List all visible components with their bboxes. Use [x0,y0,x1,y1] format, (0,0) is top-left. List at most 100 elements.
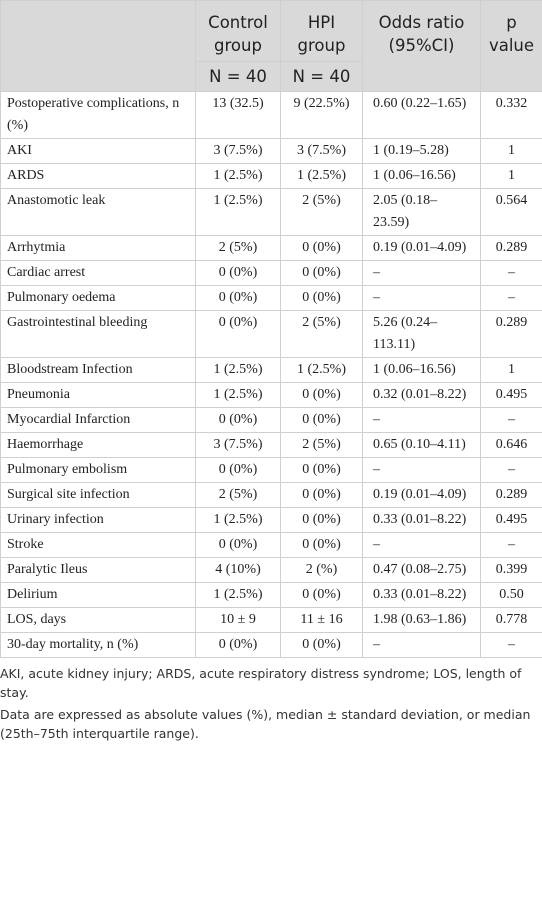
cell: 0.33 (0.01–8.22) [362,582,481,608]
cell: 0 (0%) [195,260,281,286]
table-row: Haemorrhage 3 (7.5%) 2 (5%) 0.65 (0.10–4.11… [0,432,542,458]
table-row: Surgical site infection 2 (5%) 0 (0%) 0.19 … [0,482,542,508]
cell: – [362,260,481,286]
cell: 3 (7.5%) [195,432,281,458]
cell: 11 ± 16 [280,607,363,633]
table-row: Urinary infection 1 (2.5%) 0 (0%) 0.33 (0.0… [0,507,542,533]
cell: 4 (10%) [195,557,281,583]
table-row: 30-day mortality, n (%) 0 (0%) 0 (0%) – – [0,632,542,658]
cell: 2 (5%) [280,310,363,358]
header-cell [0,0,196,92]
cell: – [362,457,481,483]
cell: 0.332 [480,91,542,139]
cell: 1 (2.5%) [280,357,363,383]
cell: 2.05 (0.18–23.59) [362,188,481,236]
cell: 0.50 [480,582,542,608]
row-label: 30-day mortality, n (%) [0,632,196,658]
row-label: Pulmonary oedema [0,285,196,311]
cell: 0.289 [480,482,542,508]
row-label: Myocardial Infarction [0,407,196,433]
table-header: Control group HPI group Odds ratio (95%C… [0,0,542,92]
cell: 0 (0%) [280,507,363,533]
data-table: Control group HPI group Odds ratio (95%C… [0,0,542,658]
row-label: Haemorrhage [0,432,196,458]
cell: 1 [480,163,542,189]
header-cell: p value [480,0,542,92]
cell: 1 [480,357,542,383]
cell: 0.65 (0.10–4.11) [362,432,481,458]
table-row: Myocardial Infarction 0 (0%) 0 (0%) – – [0,407,542,433]
cell: 10 ± 9 [195,607,281,633]
footnotes: AKI, acute kidney injury; ARDS, acute re… [0,658,542,743]
header-cell: N = 40 [280,61,363,92]
row-label: Postoperative complications, n (%) [0,91,196,139]
row-label: Arrhytmia [0,235,196,261]
cell: 0.289 [480,310,542,358]
cell: 0 (0%) [195,532,281,558]
row-label: Pneumonia [0,382,196,408]
row-label: Gastrointestinal bleeding [0,310,196,358]
cell: 0 (0%) [280,407,363,433]
cell: – [362,632,481,658]
cell: 1 (2.5%) [195,163,281,189]
table-row: Delirium 1 (2.5%) 0 (0%) 0.33 (0.01–8.22) 0.… [0,582,542,608]
row-label: Cardiac arrest [0,260,196,286]
cell: – [480,457,542,483]
row-label: Stroke [0,532,196,558]
table-row: Pneumonia 1 (2.5%) 0 (0%) 0.32 (0.01–8.22) 0… [0,382,542,408]
table-row: LOS, days 10 ± 9 11 ± 16 1.98 (0.63–1.86) 0.… [0,607,542,633]
row-label: Surgical site infection [0,482,196,508]
table-row: Paralytic Ileus 4 (10%) 2 (%) 0.47 (0.08–2.… [0,557,542,583]
table-row: Stroke 0 (0%) 0 (0%) – – [0,532,542,558]
cell: 0.564 [480,188,542,236]
cell: 1 (2.5%) [195,582,281,608]
cell: 1 (0.19–5.28) [362,138,481,164]
footnote: AKI, acute kidney injury; ARDS, acute re… [0,666,522,700]
cell: 0.60 (0.22–1.65) [362,91,481,139]
cell: 3 (7.5%) [195,138,281,164]
row-label: ARDS [0,163,196,189]
cell: 1 (0.06–16.56) [362,357,481,383]
cell: 0.19 (0.01–4.09) [362,482,481,508]
cell: 2 (5%) [195,482,281,508]
cell: – [362,532,481,558]
cell: – [480,532,542,558]
table-row: Anastomotic leak 1 (2.5%) 2 (5%) 2.05 (0.18… [0,188,542,236]
row-label: Bloodstream Infection [0,357,196,383]
table-row: Bloodstream Infection 1 (2.5%) 1 (2.5%) 1 (… [0,357,542,383]
cell: 0 (0%) [280,382,363,408]
cell: – [480,260,542,286]
header-cell: Odds ratio (95%CI) [362,0,481,92]
table-body: Postoperative complications, n (%) 13 (32… [0,91,542,658]
cell: 1 (2.5%) [280,163,363,189]
cell: 0.47 (0.08–2.75) [362,557,481,583]
cell: 0.33 (0.01–8.22) [362,507,481,533]
row-label: Pulmonary embolism [0,457,196,483]
row-label: AKI [0,138,196,164]
row-label: Delirium [0,582,196,608]
row-label: Urinary infection [0,507,196,533]
footnote: Data are expressed as absolute values (%… [0,707,531,741]
cell: 0 (0%) [280,457,363,483]
cell: 0 (0%) [195,632,281,658]
cell: 1 (2.5%) [195,357,281,383]
cell: 3 (7.5%) [280,138,363,164]
cell: 0 (0%) [195,310,281,358]
cell: 0.495 [480,382,542,408]
cell: 1 (0.06–16.56) [362,163,481,189]
cell: 0 (0%) [195,407,281,433]
row-label: Paralytic Ileus [0,557,196,583]
cell: 1 (2.5%) [195,188,281,236]
cell: 1.98 (0.63–1.86) [362,607,481,633]
table-row: Cardiac arrest 0 (0%) 0 (0%) – – [0,260,542,286]
cell: 2 (5%) [280,432,363,458]
row-label: LOS, days [0,607,196,633]
cell: 0 (0%) [280,632,363,658]
cell: 2 (5%) [280,188,363,236]
cell: 1 [480,138,542,164]
cell: – [480,407,542,433]
cell: 0.32 (0.01–8.22) [362,382,481,408]
cell: 13 (32.5) [195,91,281,139]
cell: – [480,285,542,311]
